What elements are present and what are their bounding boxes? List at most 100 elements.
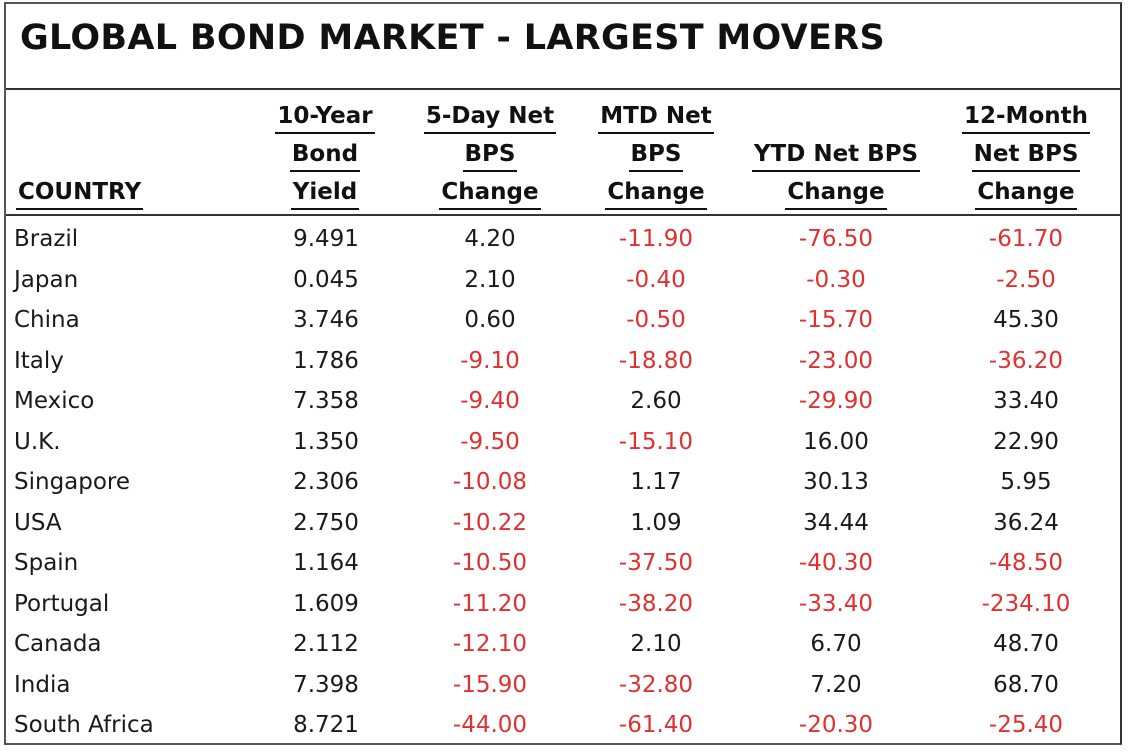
mtd-cell: -0.40	[626, 266, 686, 293]
country-cell: Brazil	[14, 226, 79, 252]
yield-cell: 3.746	[293, 307, 359, 333]
ytd-cell: -29.90	[798, 388, 874, 414]
table-row: Spain 1.164 -10.50 -37.50 -40.30 -48.50	[6, 542, 1120, 583]
table-row: Portugal 1.609 -11.20 -38.20 -33.40 -234.10	[6, 583, 1120, 624]
ytd-cell: -0.30	[806, 266, 866, 293]
yield-cell: 0.045	[293, 266, 359, 293]
twelve-month-cell: -234.10	[981, 590, 1071, 617]
mtd-cell: -0.50	[626, 307, 686, 333]
yield-cell: 2.112	[293, 631, 359, 657]
yield-cell: 1.164	[293, 550, 359, 576]
five-day-cell: -10.08	[452, 469, 528, 495]
mtd-cell: -18.80	[618, 347, 694, 374]
ytd-cell: -15.70	[798, 307, 874, 333]
twelve-month-cell: 48.70	[993, 631, 1059, 657]
header-five-day-line: Change	[439, 176, 541, 210]
header-five-day-line: BPS	[462, 138, 518, 172]
five-day-cell: -9.40	[460, 388, 520, 414]
table-row: Canada 2.112 -12.10 2.10 6.70 48.70	[6, 623, 1120, 664]
table-row: South Africa 8.721 -44.00 -61.40 -20.30 -25.4…	[6, 704, 1120, 745]
country-cell: South Africa	[14, 712, 154, 738]
twelve-month-cell: -48.50	[988, 550, 1064, 576]
header-country-line: COUNTRY	[16, 176, 144, 210]
header-twelve-month-line: Change	[975, 176, 1077, 210]
yield-cell: 7.358	[293, 388, 359, 414]
twelve-month-cell: 68.70	[993, 671, 1059, 698]
ytd-cell: 7.20	[810, 671, 862, 698]
table-row: Italy 1.786 -9.10 -18.80 -23.00 -36.20	[6, 340, 1120, 381]
country-cell: USA	[14, 509, 62, 536]
country-cell: Italy	[14, 347, 64, 374]
table-row: Mexico 7.358 -9.40 2.60 -29.90 33.40	[6, 380, 1120, 421]
mtd-cell: 1.09	[630, 509, 682, 536]
ytd-cell: -20.30	[798, 712, 874, 738]
mtd-cell: 2.10	[630, 631, 682, 657]
yield-cell: 7.398	[293, 671, 359, 698]
table-row: India 7.398 -15.90 -32.80 7.20 68.70	[6, 664, 1120, 705]
twelve-month-cell: 45.30	[993, 307, 1059, 333]
table-row: China 3.746 0.60 -0.50 -15.70 45.30	[6, 299, 1120, 340]
header-row: COUNTRY 10-Year Bond Yield 5-Day Net BPS…	[6, 90, 1120, 216]
table-row: Singapore 2.306 -10.08 1.17 30.13 5.95	[6, 461, 1120, 502]
mtd-cell: 2.60	[630, 388, 682, 414]
country-cell: Japan	[14, 266, 79, 293]
header-mtd-line: MTD Net	[598, 100, 714, 134]
header-ytd: YTD Net BPS Change	[736, 98, 936, 210]
ytd-cell: 34.44	[803, 509, 869, 536]
five-day-cell: 2.10	[464, 266, 516, 293]
five-day-cell: -9.50	[460, 428, 520, 455]
ytd-cell: 30.13	[803, 469, 869, 495]
ytd-cell: -76.50	[798, 226, 874, 252]
header-mtd-line: Change	[605, 176, 707, 210]
twelve-month-cell: -61.70	[988, 226, 1064, 252]
table-row: U.K. 1.350 -9.50 -15.10 16.00 22.90	[6, 421, 1120, 462]
country-cell: Canada	[14, 631, 102, 657]
five-day-cell: 0.60	[464, 307, 516, 333]
header-yield-line: Yield	[290, 176, 360, 210]
country-cell: Singapore	[14, 469, 131, 495]
header-yield-line: 10-Year	[275, 100, 375, 134]
country-cell: Mexico	[14, 388, 95, 414]
five-day-cell: -10.22	[452, 509, 528, 536]
twelve-month-cell: 33.40	[993, 388, 1059, 414]
header-ytd-line: YTD Net BPS	[751, 138, 921, 172]
header-mtd: MTD Net BPS Change	[586, 98, 726, 210]
five-day-cell: -15.90	[452, 671, 528, 698]
five-day-cell: 4.20	[464, 226, 516, 252]
mtd-cell: -32.80	[618, 671, 694, 698]
title-row: GLOBAL BOND MARKET - LARGEST MOVERS	[6, 4, 1120, 90]
five-day-cell: -12.10	[452, 631, 528, 657]
country-cell: Portugal	[14, 590, 110, 617]
twelve-month-cell: -2.50	[996, 266, 1056, 293]
five-day-cell: -9.10	[460, 347, 520, 374]
table-body: Brazil 9.491 4.20 -11.90 -76.50 -61.70 Japan 0.…	[6, 218, 1120, 745]
header-country: COUNTRY	[16, 98, 144, 210]
twelve-month-cell: -36.20	[988, 347, 1064, 374]
twelve-month-cell: 36.24	[993, 509, 1059, 536]
twelve-month-cell: 22.90	[993, 428, 1059, 455]
mtd-cell: 1.17	[630, 469, 682, 495]
country-cell: India	[14, 671, 71, 698]
header-yield: 10-Year Bond Yield	[260, 98, 390, 210]
header-yield-line: Bond	[289, 138, 361, 172]
yield-cell: 9.491	[293, 226, 359, 252]
header-twelve-month: 12-Month Net BPS Change	[946, 98, 1106, 210]
header-five-day: 5-Day Net BPS Change	[410, 98, 570, 210]
header-five-day-line: 5-Day Net	[423, 100, 557, 134]
header-mtd-line: BPS	[628, 138, 684, 172]
yield-cell: 2.306	[293, 469, 359, 495]
mtd-cell: -15.10	[618, 428, 694, 455]
mtd-cell: -11.90	[618, 226, 694, 252]
mtd-cell: -38.20	[618, 590, 694, 617]
ytd-cell: 6.70	[810, 631, 862, 657]
bond-table: GLOBAL BOND MARKET - LARGEST MOVERS COUN…	[4, 2, 1122, 745]
country-cell: China	[14, 307, 80, 333]
country-cell: Spain	[14, 550, 79, 576]
yield-cell: 1.609	[293, 590, 359, 617]
yield-cell: 8.721	[293, 712, 359, 738]
yield-cell: 1.786	[293, 347, 359, 374]
table-row: Japan 0.045 2.10 -0.40 -0.30 -2.50	[6, 259, 1120, 300]
header-ytd-line: Change	[785, 176, 887, 210]
mtd-cell: -61.40	[618, 712, 694, 738]
header-twelve-month-line: Net BPS	[971, 138, 1081, 172]
